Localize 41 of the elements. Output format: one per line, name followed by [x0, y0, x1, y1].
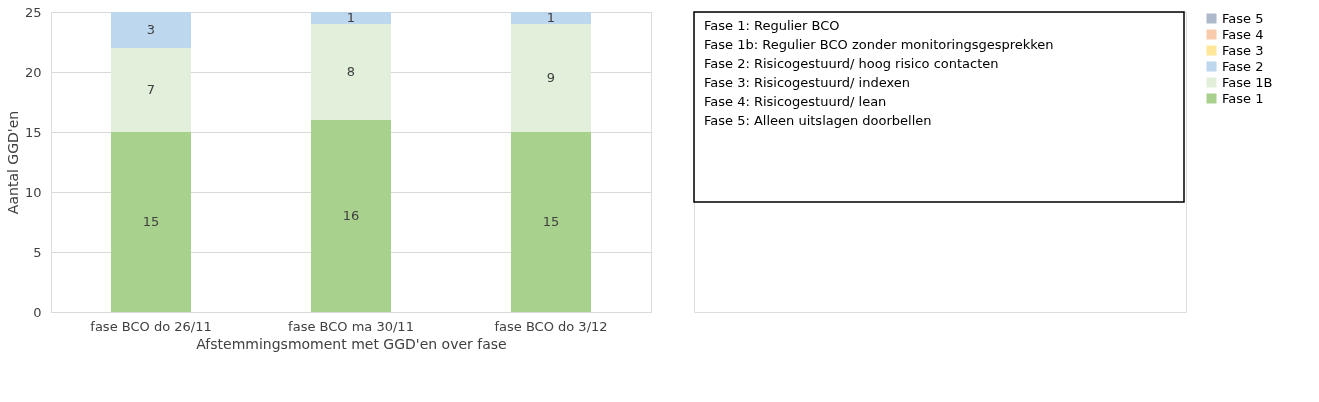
- data-label: 8: [346, 64, 356, 79]
- legend-label: Fase 2: [1222, 58, 1264, 74]
- legend-label: Fase 1: [1222, 90, 1264, 106]
- text: Fase 3: Risicogestuurd/ indexen: [704, 75, 910, 90]
- y-axis-title: Aantal GGD'en: [4, 110, 21, 215]
- bar: [111, 132, 191, 312]
- x-axis-title: Afstemmingsmoment met GGD'en over fase: [196, 335, 507, 352]
- bar: [511, 132, 591, 312]
- legend-label: Fase 5: [1222, 10, 1264, 26]
- data-label: 16: [342, 208, 360, 223]
- legend-label: Fase 4: [1222, 26, 1264, 42]
- bar: [111, 48, 191, 132]
- text: Fase 2: Risicogestuurd/ hoog risico contacten: [704, 56, 999, 71]
- y-tick-label: 0: [33, 304, 42, 320]
- data-label: 1: [346, 10, 356, 25]
- text: Fase 1b: Regulier BCO zonder monitoringsgesprekken: [704, 37, 1054, 52]
- x-tick-label: fase BCO do 3/12: [494, 318, 608, 334]
- bar: [311, 12, 391, 24]
- bar: [311, 24, 391, 120]
- bar: [511, 12, 591, 24]
- text: Fase 1: Regulier BCO: [704, 18, 840, 33]
- data-label: 3: [146, 22, 156, 37]
- y-tick-label: 5: [33, 244, 42, 260]
- bar: [111, 12, 191, 48]
- text: Fase 4: Risicogestuurd/ lean: [704, 94, 887, 109]
- legend-label: Fase 3: [1222, 42, 1264, 58]
- bar: [511, 24, 591, 132]
- data-label: 15: [142, 214, 160, 229]
- bar: [311, 120, 391, 312]
- data-label: 15: [542, 214, 560, 229]
- y-tick-label: 15: [24, 124, 42, 140]
- legend-label: Fase 1B: [1222, 74, 1273, 90]
- x-tick-label: fase BCO ma 30/11: [288, 318, 414, 334]
- data-label: 1: [546, 10, 556, 25]
- x-tick-label: fase BCO do 26/11: [90, 318, 212, 334]
- y-tick-label: 20: [24, 64, 42, 80]
- data-label: 9: [546, 70, 556, 85]
- data-label: 7: [146, 82, 156, 97]
- text: Fase 5: Alleen uitslagen doorbellen: [704, 113, 932, 128]
- y-tick-label: 10: [24, 184, 42, 200]
- y-tick-label: 25: [24, 4, 42, 20]
